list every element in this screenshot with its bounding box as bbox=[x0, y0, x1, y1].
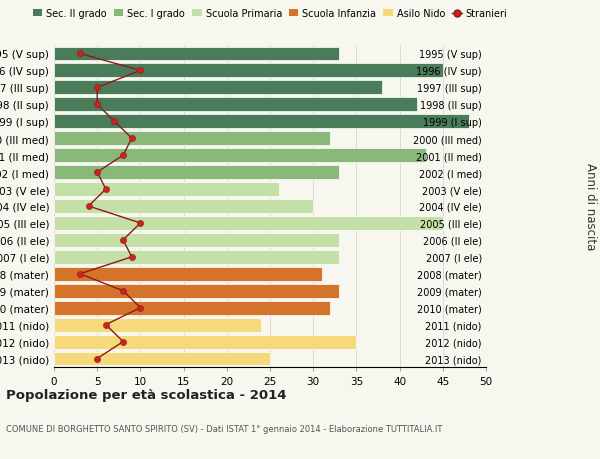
Bar bbox=[54, 335, 356, 349]
Bar bbox=[54, 267, 322, 281]
Point bbox=[92, 355, 102, 363]
Text: COMUNE DI BORGHETTO SANTO SPIRITO (SV) - Dati ISTAT 1° gennaio 2014 - Elaborazio: COMUNE DI BORGHETTO SANTO SPIRITO (SV) -… bbox=[6, 425, 442, 434]
Bar bbox=[54, 183, 278, 196]
Point bbox=[136, 220, 145, 227]
Point bbox=[101, 321, 110, 329]
Legend: Sec. II grado, Sec. I grado, Scuola Primaria, Scuola Infanzia, Asilo Nido, Stran: Sec. II grado, Sec. I grado, Scuola Prim… bbox=[33, 9, 507, 19]
Point bbox=[75, 270, 85, 278]
Bar bbox=[54, 115, 469, 129]
Point bbox=[136, 67, 145, 75]
Point bbox=[92, 101, 102, 109]
Point bbox=[127, 254, 137, 261]
Bar bbox=[54, 301, 331, 315]
Point bbox=[136, 304, 145, 312]
Bar bbox=[54, 149, 425, 163]
Point bbox=[118, 237, 128, 244]
Bar bbox=[54, 217, 443, 230]
Bar bbox=[54, 318, 262, 332]
Bar bbox=[54, 352, 270, 366]
Bar bbox=[54, 166, 339, 179]
Bar bbox=[54, 98, 417, 112]
Point bbox=[118, 338, 128, 346]
Bar bbox=[54, 64, 443, 78]
Point bbox=[92, 169, 102, 176]
Bar bbox=[54, 200, 313, 213]
Point bbox=[118, 287, 128, 295]
Point bbox=[127, 135, 137, 143]
Bar bbox=[54, 250, 339, 264]
Bar bbox=[54, 234, 339, 247]
Point bbox=[101, 186, 110, 193]
Bar bbox=[54, 132, 331, 146]
Point bbox=[92, 84, 102, 92]
Text: Popolazione per età scolastica - 2014: Popolazione per età scolastica - 2014 bbox=[6, 388, 287, 401]
Point bbox=[118, 152, 128, 159]
Bar bbox=[54, 81, 382, 95]
Bar bbox=[54, 284, 339, 298]
Point bbox=[75, 50, 85, 58]
Text: Anni di nascita: Anni di nascita bbox=[584, 163, 597, 250]
Point bbox=[84, 203, 94, 210]
Point bbox=[110, 118, 119, 126]
Bar bbox=[54, 47, 339, 62]
